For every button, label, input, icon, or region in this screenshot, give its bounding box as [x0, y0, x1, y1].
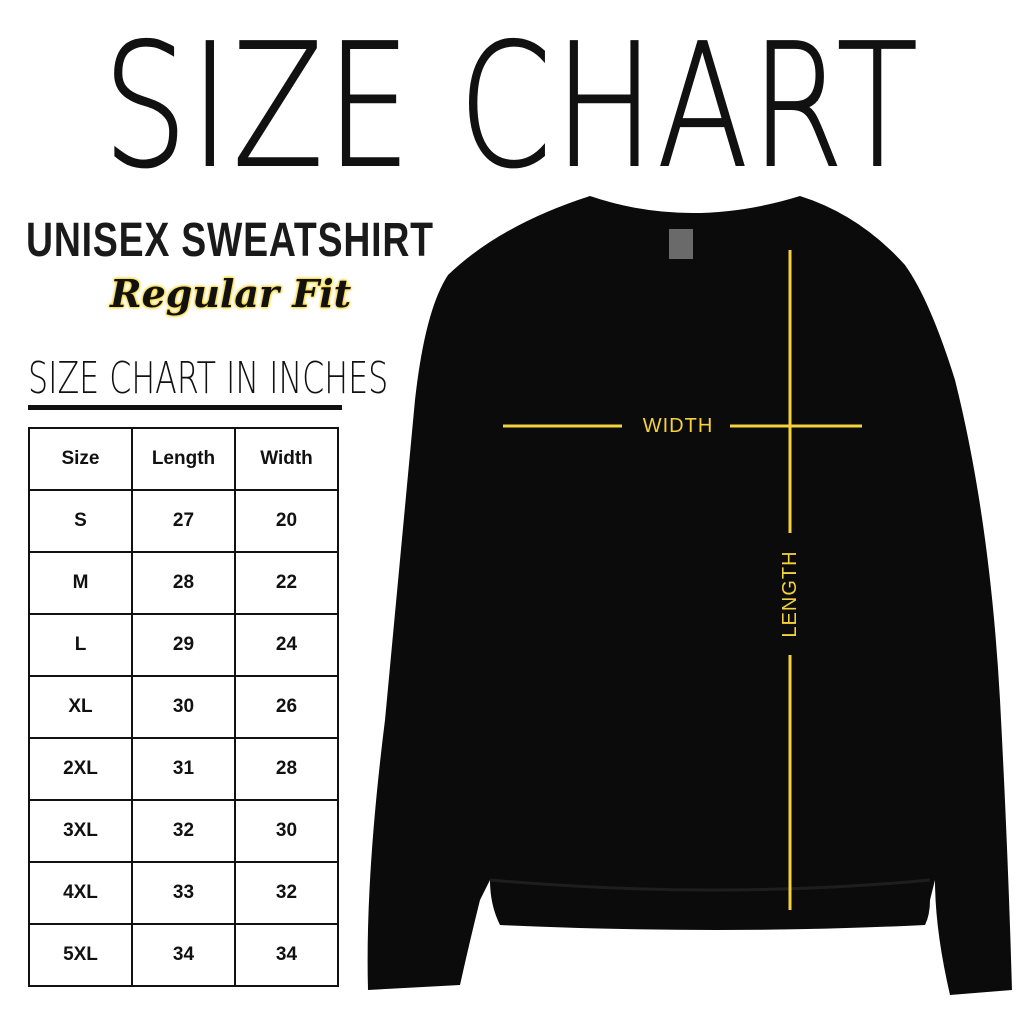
size-cell: XL [28, 675, 133, 739]
width-cell: 26 [234, 675, 339, 739]
size-table: Size Length Width S 27 20 M 28 22 L 29 24 XL 30 26 2… [28, 427, 339, 987]
length-cell: 33 [131, 861, 236, 925]
length-cell: 28 [131, 551, 236, 615]
length-cell: 30 [131, 675, 236, 739]
table-row: M 28 22 [28, 551, 339, 615]
title-underline [28, 405, 342, 410]
neck-tag [669, 229, 693, 259]
length-cell: 34 [131, 923, 236, 987]
table-row: 4XL 33 32 [28, 861, 339, 925]
table-row: S 27 20 [28, 489, 339, 553]
size-cell: L [28, 613, 133, 677]
size-cell: 4XL [28, 861, 133, 925]
size-cell: 2XL [28, 737, 133, 801]
width-cell: 22 [234, 551, 339, 615]
product-name: UNISEX SWEATSHIRT [26, 214, 434, 267]
header-cell: Size [28, 427, 133, 491]
size-cell: S [28, 489, 133, 553]
table-row: L 29 24 [28, 613, 339, 677]
width-cell: 32 [234, 861, 339, 925]
header-cell: Width [234, 427, 339, 491]
width-cell: 30 [234, 799, 339, 863]
length-cell: 27 [131, 489, 236, 553]
length-cell: 32 [131, 799, 236, 863]
size-cell: M [28, 551, 133, 615]
table-row: 3XL 32 30 [28, 799, 339, 863]
table-row: 5XL 34 34 [28, 923, 339, 987]
fit-label: Regular Fit [110, 271, 352, 316]
table-title: SIZE CHART IN INCHES [28, 353, 389, 404]
table-row: 2XL 31 28 [28, 737, 339, 801]
size-cell: 3XL [28, 799, 133, 863]
size-cell: 5XL [28, 923, 133, 987]
width-cell: 28 [234, 737, 339, 801]
sweatshirt-image [367, 196, 1012, 995]
length-cell: 29 [131, 613, 236, 677]
length-cell: 31 [131, 737, 236, 801]
width-cell: 34 [234, 923, 339, 987]
width-cell: 20 [234, 489, 339, 553]
header-cell: Length [131, 427, 236, 491]
table-row: XL 30 26 [28, 675, 339, 739]
length-label: LENGTH [779, 550, 801, 638]
width-cell: 24 [234, 613, 339, 677]
width-label: WIDTH [642, 415, 714, 437]
table-header-row: Size Length Width [28, 427, 339, 491]
page-title: SIZE CHART [102, 8, 921, 206]
